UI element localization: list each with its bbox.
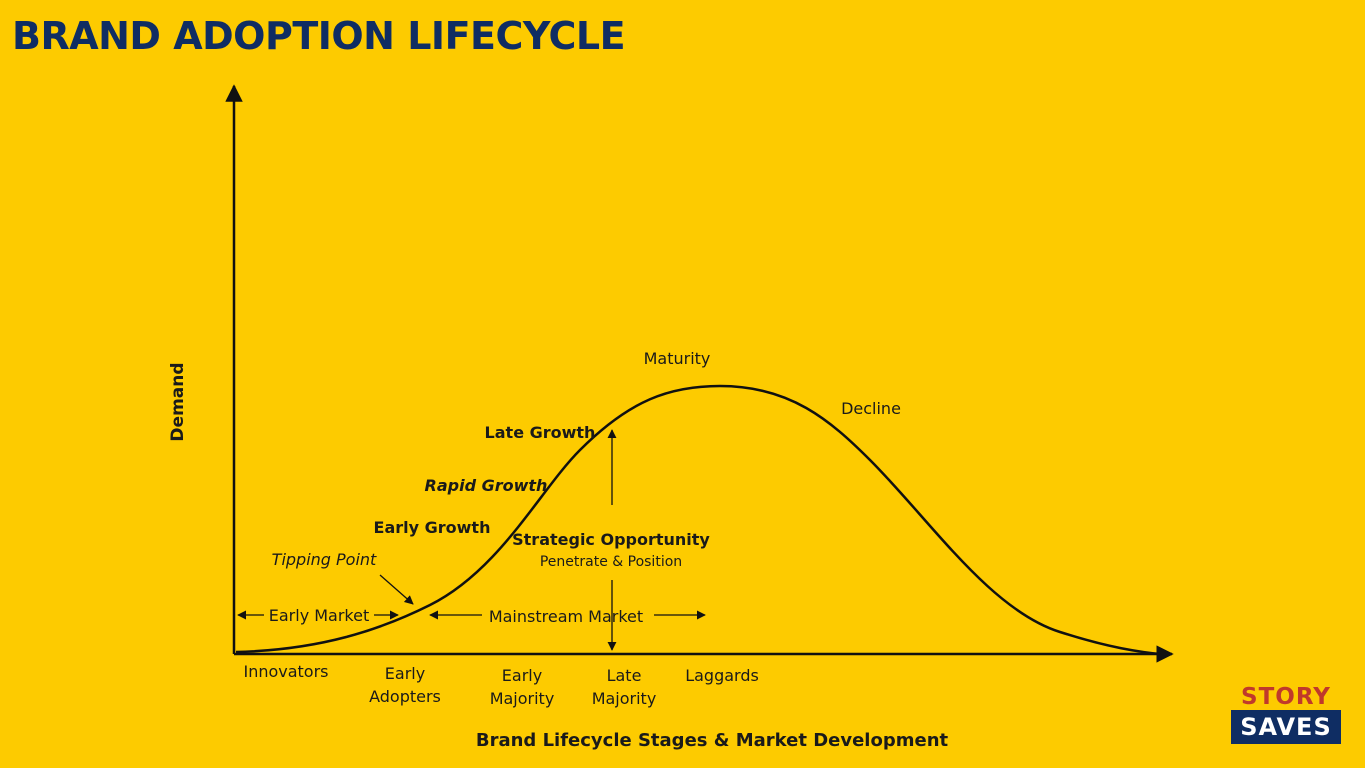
tipping-point-arrow xyxy=(379,574,414,605)
segment-laggards: Laggards xyxy=(685,666,759,685)
label-late-growth: Late Growth xyxy=(485,423,596,442)
segment-early-adopters-line1: Early xyxy=(385,664,425,683)
segment-innovators: Innovators xyxy=(243,662,328,681)
strategic-opportunity-subtitle: Penetrate & Position xyxy=(540,554,682,570)
label-tipping-point: Tipping Point xyxy=(272,550,377,569)
story-saves-logo: STORY SAVES xyxy=(1231,684,1341,744)
label-maturity: Maturity xyxy=(644,349,711,368)
logo-top-text: STORY xyxy=(1241,684,1331,710)
label-decline: Decline xyxy=(841,399,901,418)
x-axis-label: Brand Lifecycle Stages & Market Developm… xyxy=(476,730,949,751)
y-axis-label: Demand xyxy=(168,362,188,441)
segment-early-majority-line2: Majority xyxy=(490,689,555,708)
label-early-growth: Early Growth xyxy=(374,518,491,537)
mainstream-market-label: Mainstream Market xyxy=(489,607,643,626)
adoption-curve xyxy=(235,384,1161,656)
strategic-opportunity-title: Strategic Opportunity xyxy=(512,530,710,549)
segment-late-majority-line2: Majority xyxy=(592,689,657,708)
page-title: BRAND ADOPTION LIFECYCLE xyxy=(12,14,626,58)
segment-early-majority-line1: Early xyxy=(502,666,542,685)
logo-bottom-text: SAVES xyxy=(1231,710,1341,744)
segment-early-adopters-line2: Adopters xyxy=(369,687,441,706)
segment-late-majority-line1: Late xyxy=(607,666,642,685)
label-rapid-growth: Rapid Growth xyxy=(425,476,548,495)
early-market-label: Early Market xyxy=(269,606,370,625)
